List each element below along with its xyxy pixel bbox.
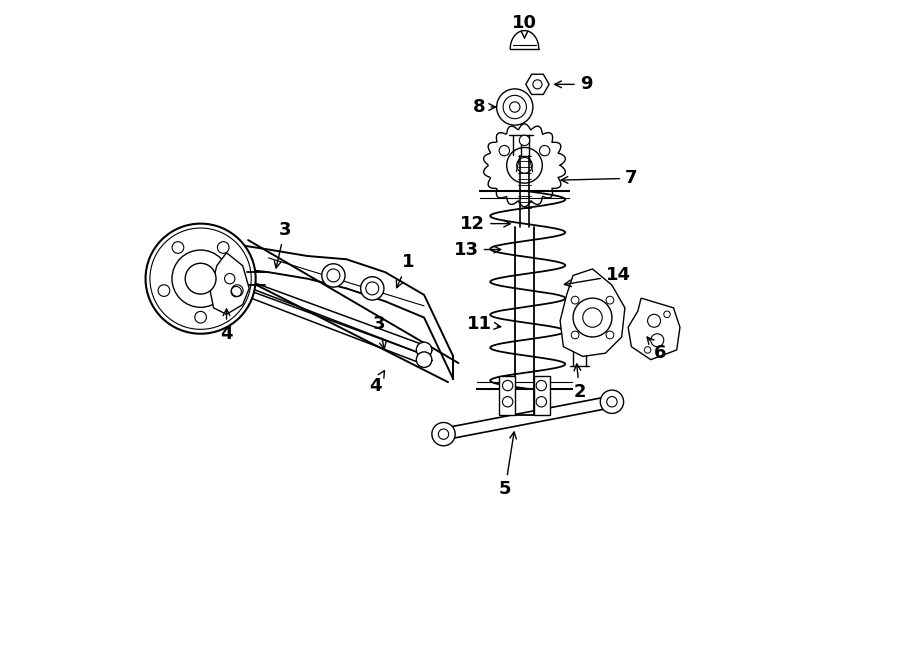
- Text: 3: 3: [274, 221, 291, 268]
- Text: 4: 4: [220, 309, 233, 343]
- Circle shape: [185, 263, 216, 294]
- Circle shape: [361, 277, 384, 300]
- Circle shape: [219, 270, 234, 285]
- Text: 6: 6: [647, 337, 667, 362]
- Circle shape: [417, 342, 432, 358]
- Circle shape: [519, 136, 530, 145]
- Text: 12: 12: [460, 215, 510, 233]
- Circle shape: [539, 145, 550, 156]
- Text: 9: 9: [554, 75, 592, 93]
- Circle shape: [231, 285, 243, 296]
- Polygon shape: [211, 253, 249, 315]
- Text: 13: 13: [454, 241, 500, 258]
- Circle shape: [432, 422, 455, 446]
- Circle shape: [194, 311, 206, 323]
- Circle shape: [500, 145, 509, 156]
- Circle shape: [321, 264, 345, 287]
- Circle shape: [600, 390, 624, 413]
- Circle shape: [172, 242, 184, 253]
- Text: 1: 1: [396, 253, 414, 288]
- Circle shape: [218, 242, 230, 253]
- Text: 5: 5: [499, 432, 517, 498]
- Text: 3: 3: [373, 315, 386, 349]
- Circle shape: [158, 285, 170, 296]
- Text: 14: 14: [564, 266, 631, 287]
- Circle shape: [146, 223, 256, 334]
- Polygon shape: [526, 74, 549, 95]
- Circle shape: [219, 276, 234, 292]
- Text: 7: 7: [562, 169, 637, 187]
- Text: 8: 8: [472, 98, 496, 116]
- Circle shape: [417, 352, 432, 368]
- Polygon shape: [628, 298, 680, 360]
- Polygon shape: [500, 376, 516, 414]
- Circle shape: [497, 89, 533, 125]
- Text: 11: 11: [467, 315, 500, 333]
- Polygon shape: [534, 376, 550, 414]
- Text: 4: 4: [369, 371, 384, 395]
- Text: 10: 10: [512, 14, 537, 38]
- Text: 2: 2: [573, 364, 586, 401]
- Polygon shape: [560, 269, 625, 356]
